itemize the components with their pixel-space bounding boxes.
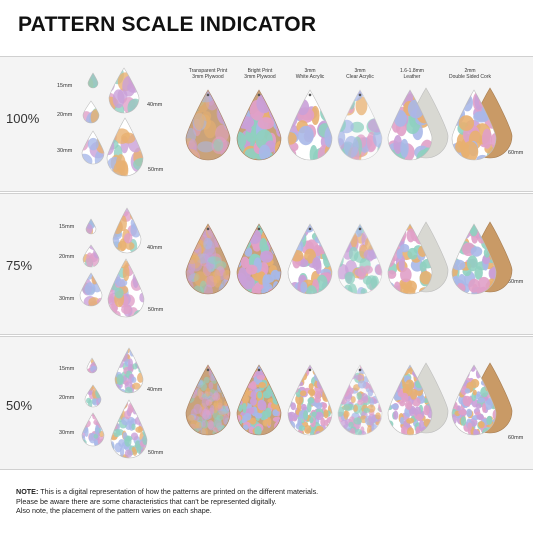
- size-label: 40mm: [147, 102, 163, 108]
- material-drop-bright-plywood: [236, 223, 282, 295]
- size-sample-drop: [86, 357, 98, 374]
- note-label: NOTE:: [16, 487, 39, 496]
- material-header-leather: 1.6-1.8mm Leather: [400, 68, 424, 80]
- size-sample-drop: [110, 399, 148, 459]
- size-label: 40mm: [147, 387, 163, 393]
- size-label: 15mm: [59, 224, 75, 230]
- size-label: 15mm: [57, 83, 73, 89]
- material-drop-white-acrylic: [287, 364, 333, 436]
- size-label: 15mm: [59, 366, 75, 372]
- material-drop-transparent-plywood: [185, 89, 231, 161]
- size-sample-drop: [107, 258, 145, 318]
- scale-label-75: 75%: [6, 258, 33, 273]
- size-label: 60mm: [508, 279, 524, 285]
- scale-label-100: 100%: [6, 111, 40, 126]
- footer-note: NOTE: This is a digital representation o…: [16, 487, 516, 516]
- note-line: Please be aware there are some character…: [16, 496, 277, 506]
- scale-label-50: 50%: [6, 398, 33, 413]
- size-label: 50mm: [148, 450, 164, 456]
- size-sample-drop: [79, 272, 103, 307]
- size-label: 30mm: [59, 430, 75, 436]
- size-sample-drop: [108, 67, 140, 114]
- size-label: 20mm: [59, 395, 75, 401]
- material-drop-clear-acrylic: [337, 223, 383, 295]
- material-header-white-acrylic: 3mm White Acrylic: [295, 68, 325, 80]
- size-sample-drop: [81, 130, 105, 165]
- size-sample-drop: [114, 347, 144, 394]
- material-header-transparent-plywood: Transparent Print 3mm Plywood: [188, 68, 228, 80]
- size-sample-drop: [87, 72, 99, 89]
- size-label: 50mm: [148, 167, 164, 173]
- page-title: PATTERN SCALE INDICATOR: [18, 13, 317, 36]
- size-sample-drop: [81, 412, 105, 447]
- note-line: Also note, the placement of the pattern …: [16, 506, 212, 516]
- size-sample-drop: [106, 117, 144, 177]
- size-sample-drop: [112, 207, 142, 254]
- size-sample-drop: [82, 100, 100, 124]
- material-drop-clear-acrylic: [337, 89, 383, 161]
- material-drop-clear-acrylic: [337, 364, 383, 436]
- material-header-cork: 2mm Double Sided Cork: [449, 68, 491, 80]
- size-label: 60mm: [508, 435, 524, 441]
- size-label: 30mm: [57, 148, 73, 154]
- material-drop-white-acrylic: [287, 223, 333, 295]
- material-drop-white-acrylic: [287, 89, 333, 161]
- size-sample-drop: [84, 384, 102, 408]
- size-label: 60mm: [508, 150, 524, 156]
- material-drop-bright-plywood: [236, 89, 282, 161]
- note-line: This is a digital representation of how …: [40, 487, 319, 496]
- size-label: 30mm: [59, 296, 75, 302]
- size-label: 20mm: [57, 112, 73, 118]
- size-label: 40mm: [147, 245, 163, 251]
- size-sample-drop: [85, 218, 97, 235]
- size-label: 20mm: [59, 254, 75, 260]
- material-drop-transparent-plywood: [185, 223, 231, 295]
- size-sample-drop: [82, 244, 100, 268]
- material-drop-transparent-plywood: [185, 364, 231, 436]
- material-header-clear-acrylic: 3mm Clear Acrylic: [346, 68, 374, 80]
- material-header-bright-plywood: Bright Print 3mm Plywood: [244, 68, 276, 80]
- size-label: 50mm: [148, 307, 164, 313]
- material-drop-bright-plywood: [236, 364, 282, 436]
